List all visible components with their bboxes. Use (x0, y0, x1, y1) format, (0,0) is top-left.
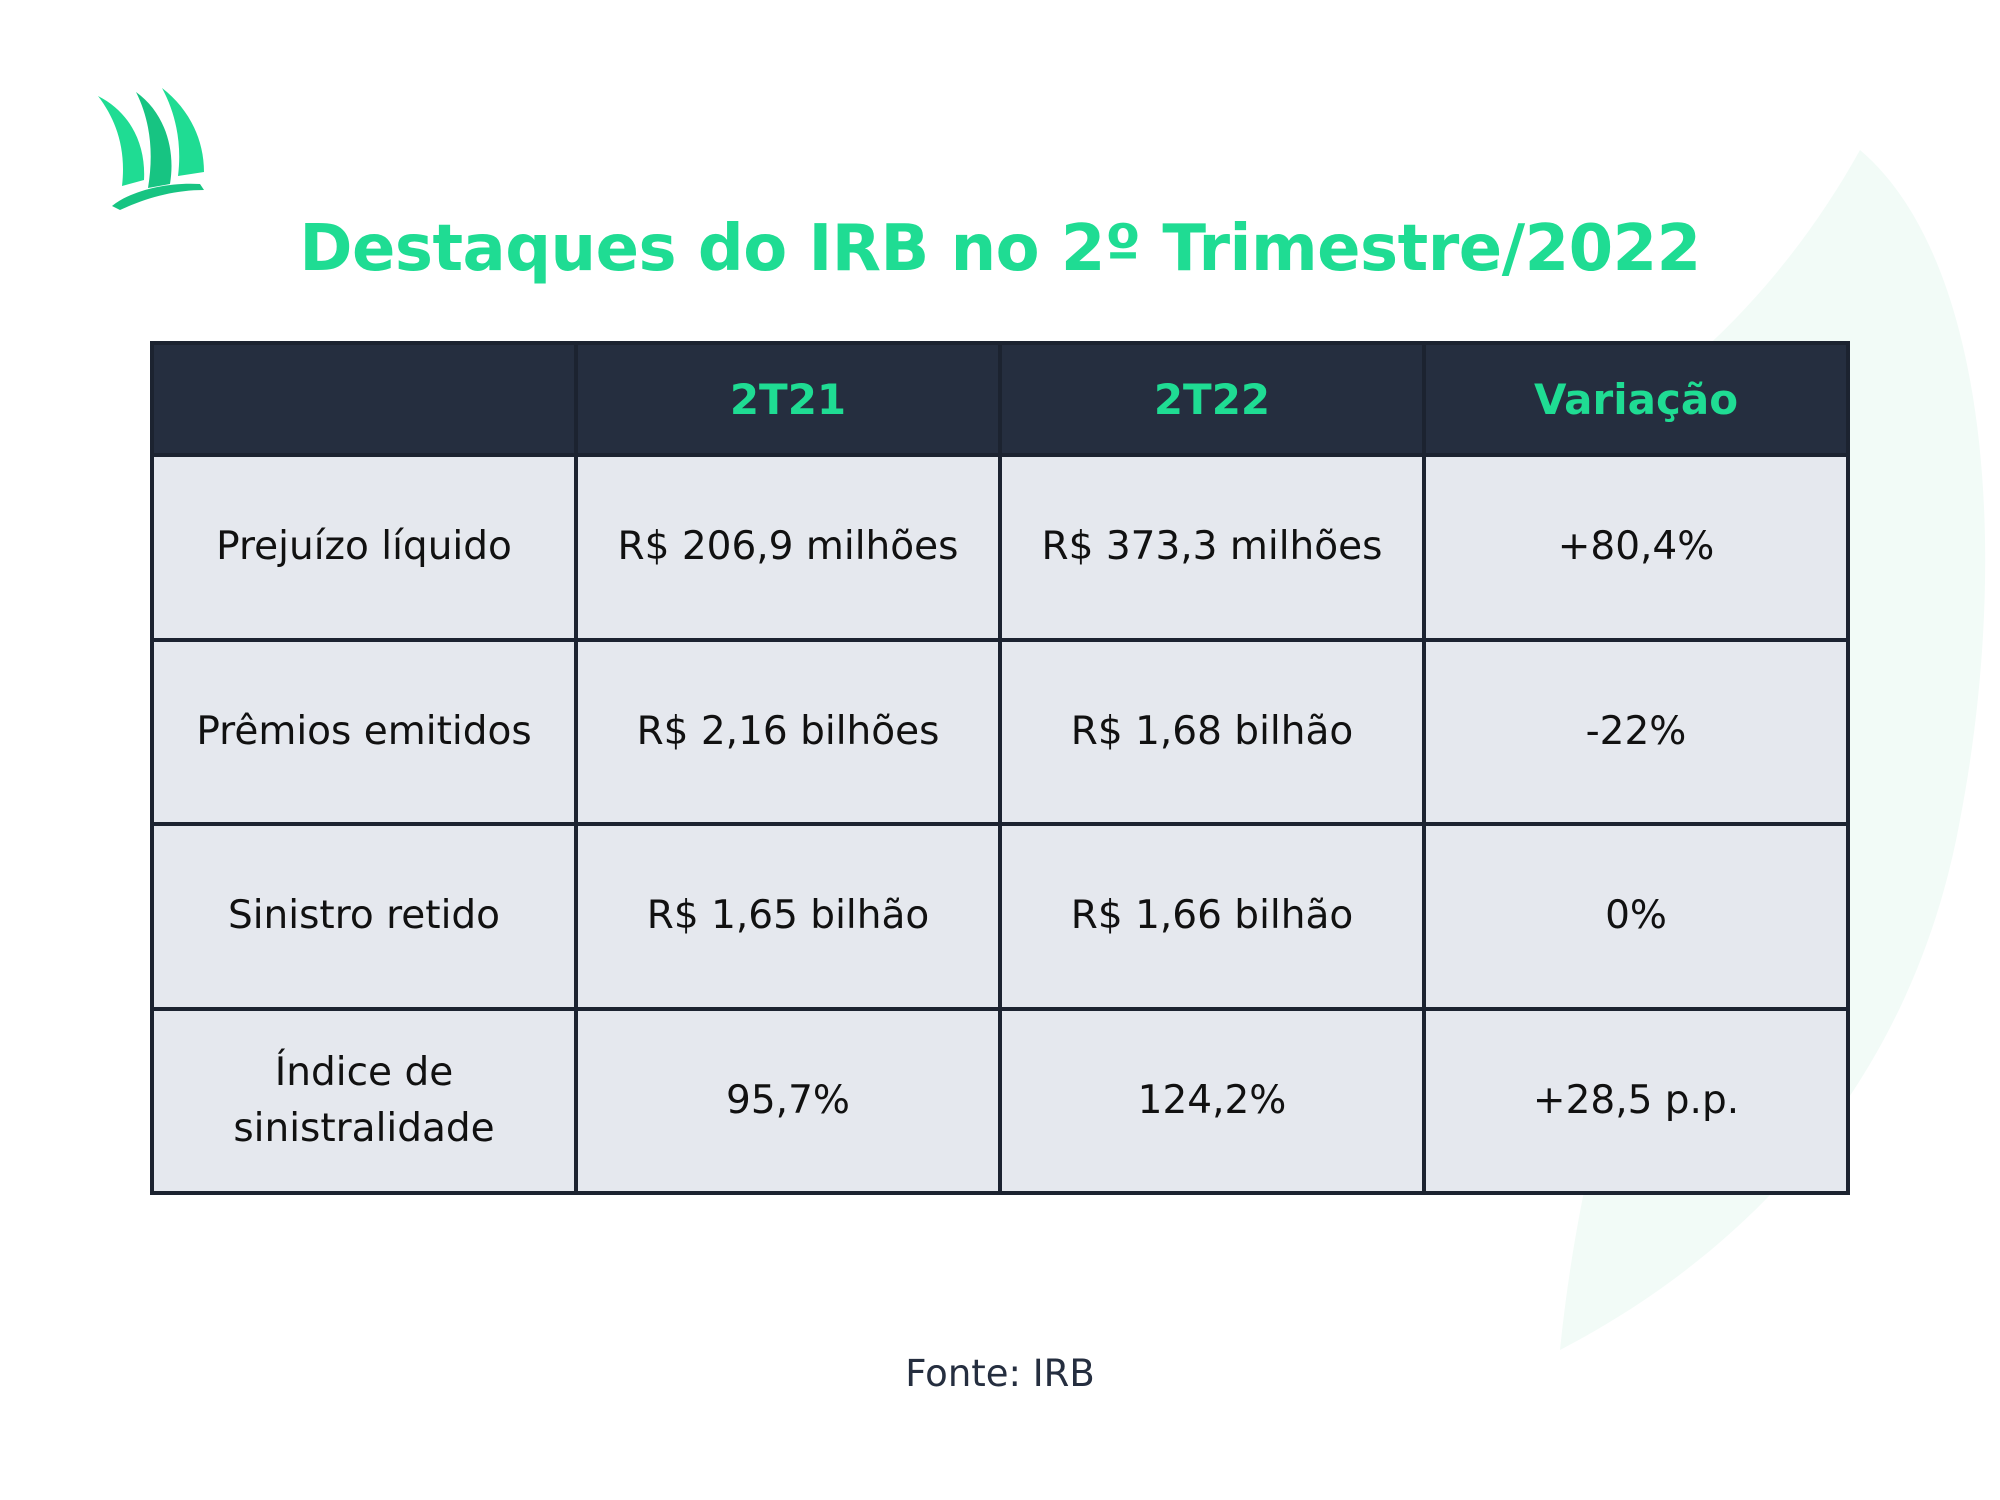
table-row: Prejuízo líquido R$ 206,9 milhões R$ 373… (150, 453, 1850, 642)
table-row: Índice de sinistralidade 95,7% 124,2% +2… (150, 1006, 1850, 1195)
table-row: Prêmios emitidos R$ 2,16 bilhões R$ 1,68… (150, 637, 1850, 826)
cell-2t22: R$ 1,68 bilhão (998, 637, 1426, 826)
table-row: Sinistro retido R$ 1,65 bilhão R$ 1,66 b… (150, 822, 1850, 1011)
row-label: Prêmios emitidos (150, 637, 578, 826)
column-header-2t21: 2T21 (574, 341, 1002, 457)
column-header-variacao: Variação (1422, 341, 1850, 457)
cell-variacao: +28,5 p.p. (1422, 1006, 1850, 1195)
cell-2t21: 95,7% (574, 1006, 1002, 1195)
page-title: Destaques do IRB no 2º Trimestre/2022 (299, 212, 1701, 286)
cell-2t22: R$ 373,3 milhões (998, 453, 1426, 642)
cell-2t22: 124,2% (998, 1006, 1426, 1195)
source-caption: Fonte: IRB (905, 1352, 1095, 1395)
cell-2t21: R$ 2,16 bilhões (574, 637, 1002, 826)
cell-variacao: +80,4% (1422, 453, 1850, 642)
highlights-table: 2T21 2T22 Variação Prejuízo líquido R$ 2… (150, 341, 1850, 1195)
sail-logo-icon (98, 88, 204, 210)
cell-2t21: R$ 206,9 milhões (574, 453, 1002, 642)
cell-2t22: R$ 1,66 bilhão (998, 822, 1426, 1011)
row-label: Sinistro retido (150, 822, 578, 1011)
column-header-empty (150, 341, 578, 457)
cell-variacao: -22% (1422, 637, 1850, 826)
table-header-row: 2T21 2T22 Variação (150, 341, 1850, 457)
cell-variacao: 0% (1422, 822, 1850, 1011)
cell-2t21: R$ 1,65 bilhão (574, 822, 1002, 1011)
column-header-2t22: 2T22 (998, 341, 1426, 457)
row-label: Índice de sinistralidade (150, 1006, 578, 1195)
row-label: Prejuízo líquido (150, 453, 578, 642)
